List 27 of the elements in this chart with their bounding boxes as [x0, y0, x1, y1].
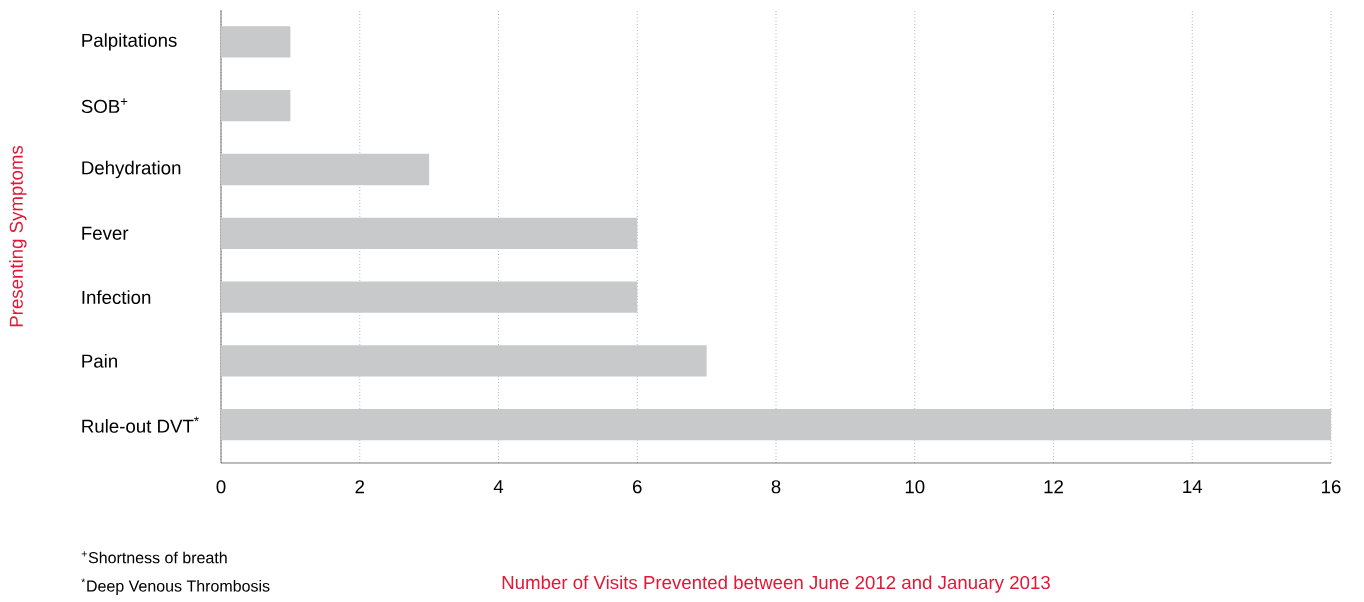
- x-tick-label: 0: [216, 480, 226, 494]
- x-tick-label: 14: [1183, 480, 1203, 493]
- bar: [221, 345, 707, 377]
- y-tick-label: SOB$^{+}$: [81, 98, 128, 114]
- x-tick-label: 10: [905, 480, 925, 494]
- bar: [221, 409, 1331, 441]
- x-tick-label: 12: [1044, 480, 1063, 494]
- y-tick-label: Infection: [82, 290, 151, 304]
- y-tick-label: Pain: [82, 354, 117, 368]
- y-tick-label: Palpitations: [82, 33, 177, 51]
- x-tick-label: 16: [1322, 480, 1341, 494]
- x-axis-title: Number of Visits Prevented between June 2012 and January 2013: [502, 575, 1050, 593]
- bar: [221, 90, 291, 122]
- text: $^{+}$Shortness of breath: [81, 551, 227, 564]
- x-tick-label: 6: [633, 480, 642, 494]
- y-tick-label: Rule-out DVT$^{*}$: [82, 416, 199, 433]
- x-tick-label: 4: [493, 480, 504, 493]
- bar: [221, 217, 638, 249]
- x-tick-label: 8: [771, 480, 781, 494]
- bar: [221, 281, 638, 313]
- y-tick-label: Dehydration: [82, 160, 181, 179]
- text: $^{*}$Deep Venous Thrombosis: [81, 578, 270, 595]
- bar: [221, 26, 291, 58]
- bar: [221, 153, 430, 186]
- y-tick-label: Fever: [82, 226, 129, 240]
- x-tick-label: 2: [355, 480, 365, 494]
- y-axis-title: Presenting Symptoms: [9, 145, 27, 327]
